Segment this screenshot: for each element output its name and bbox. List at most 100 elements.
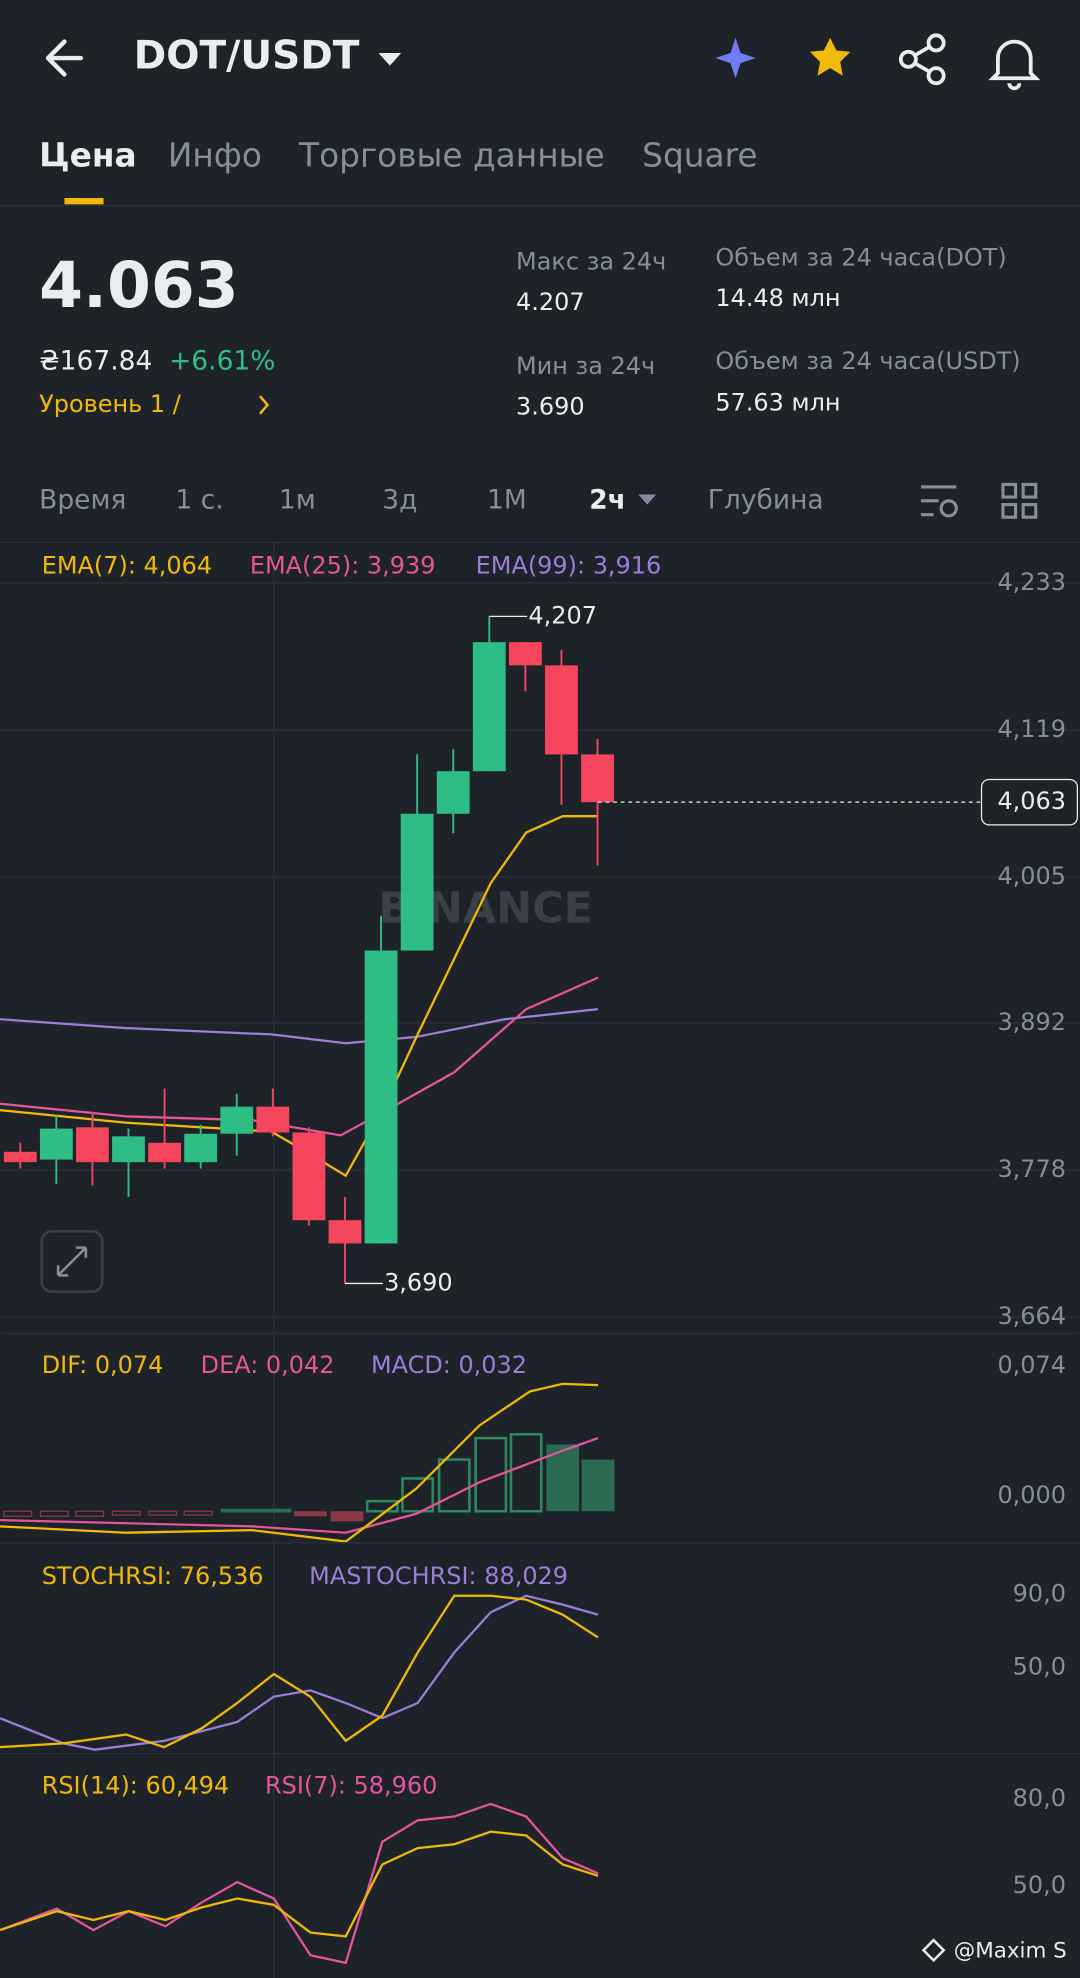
tab-indicator bbox=[64, 198, 104, 205]
candle-body bbox=[508, 642, 542, 666]
candle-body bbox=[581, 754, 614, 803]
ema25 bbox=[0, 976, 599, 1137]
candle-body bbox=[184, 1133, 218, 1163]
y-tick-label: 3,664 bbox=[997, 1302, 1066, 1330]
legend: DEA: 0,042 bbox=[201, 1351, 335, 1379]
legend: MACD: 0,032 bbox=[371, 1351, 527, 1379]
legend: MASTOCHRSI: 88,029 bbox=[309, 1562, 568, 1590]
stat-label: Мин за 24ч bbox=[516, 352, 655, 380]
candle-body bbox=[220, 1106, 254, 1134]
y-tick-label: 50,0 bbox=[1013, 1871, 1066, 1899]
stat-value: 14.48 млн bbox=[715, 284, 840, 312]
interval[interactable]: Глубина bbox=[708, 484, 824, 515]
interval-dropdown[interactable] bbox=[638, 494, 657, 505]
level[interactable]: Уровень 1 / bbox=[39, 390, 182, 418]
stat-label: Объем за 24 часа(USDT) bbox=[715, 347, 1020, 375]
candle-body bbox=[76, 1127, 109, 1163]
candle-body bbox=[400, 813, 434, 951]
candle-body bbox=[3, 1151, 37, 1163]
alert-icon[interactable] bbox=[988, 39, 1041, 91]
candle-body bbox=[436, 771, 470, 814]
legend: STOCHRSI: 76,536 bbox=[42, 1562, 264, 1590]
y-tick-label: 80,0 bbox=[1013, 1784, 1066, 1812]
macd-bar bbox=[294, 1511, 327, 1517]
interval[interactable]: 3д bbox=[382, 484, 417, 515]
candle-body bbox=[112, 1136, 145, 1163]
share-icon[interactable] bbox=[898, 33, 946, 86]
interval[interactable]: 1 с. bbox=[175, 484, 223, 515]
tab[interactable]: Инфо bbox=[168, 137, 262, 175]
stat-value: 3.690 bbox=[516, 392, 585, 420]
fullscreen-icon[interactable] bbox=[56, 1246, 88, 1277]
binance-logo bbox=[921, 1938, 946, 1963]
pair-title[interactable]: DOT/USDT bbox=[134, 34, 360, 79]
indicator-settings[interactable] bbox=[920, 485, 958, 518]
layout-icon[interactable] bbox=[1001, 482, 1038, 519]
candle-body bbox=[472, 642, 506, 772]
candle-body bbox=[292, 1132, 326, 1221]
candle-body bbox=[545, 665, 578, 755]
candle-body bbox=[364, 950, 398, 1244]
interval[interactable]: 1М bbox=[487, 484, 527, 515]
rsi7 bbox=[0, 1802, 599, 1965]
macd-bar bbox=[75, 1510, 105, 1517]
ema99 bbox=[0, 1008, 599, 1045]
interval[interactable]: 2ч bbox=[589, 484, 626, 515]
favorite-icon[interactable] bbox=[809, 37, 851, 76]
legend: RSI(7): 58,960 bbox=[265, 1771, 437, 1799]
rsi-lines bbox=[0, 1802, 599, 1965]
y-tick-label: 3,778 bbox=[997, 1155, 1066, 1183]
dif bbox=[0, 1382, 599, 1543]
macd-bar bbox=[581, 1459, 615, 1512]
candle-body bbox=[39, 1128, 73, 1160]
stat-label: Объем за 24 часа(DOT) bbox=[715, 244, 1006, 272]
y-tick-label: 3,892 bbox=[997, 1008, 1066, 1036]
dea bbox=[0, 1437, 599, 1534]
macd-bar bbox=[330, 1511, 364, 1522]
fullscreen-button[interactable] bbox=[40, 1229, 104, 1294]
current-price-label: 4,063 bbox=[997, 787, 1066, 815]
mastochrsi bbox=[0, 1594, 599, 1751]
macd-bar bbox=[111, 1510, 141, 1516]
pair-dropdown[interactable] bbox=[378, 52, 402, 66]
macd-bar bbox=[437, 1458, 471, 1513]
macd-bar bbox=[148, 1510, 178, 1516]
interval[interactable]: 1м bbox=[279, 484, 316, 515]
y-tick-label: 0,000 bbox=[997, 1481, 1066, 1509]
ai-icon[interactable] bbox=[715, 37, 756, 79]
y-tick-label: 0,074 bbox=[997, 1351, 1066, 1379]
last-price: 4.063 bbox=[39, 248, 238, 322]
macd-histogram bbox=[3, 1433, 615, 1522]
back-button[interactable] bbox=[45, 39, 84, 77]
legend: EMA(99): 3,916 bbox=[476, 551, 662, 579]
high-label: 4,207 bbox=[528, 601, 597, 629]
y-tick-label: 90,0 bbox=[1013, 1580, 1066, 1608]
stat-label: Макс за 24ч bbox=[516, 247, 666, 275]
low-label: 3,690 bbox=[384, 1268, 453, 1296]
current-price-box bbox=[980, 778, 1079, 826]
macd-lines bbox=[0, 1382, 599, 1543]
candle-body bbox=[256, 1106, 290, 1133]
price-change: +6.61% bbox=[169, 346, 275, 377]
tab[interactable]: Цена bbox=[39, 137, 136, 175]
macd-bar bbox=[39, 1510, 69, 1517]
macd-bar bbox=[509, 1433, 543, 1513]
tab[interactable]: Square bbox=[642, 137, 757, 175]
level-chevron[interactable] bbox=[258, 395, 270, 415]
interval[interactable]: Время bbox=[39, 484, 126, 515]
stochrsi bbox=[0, 1594, 599, 1749]
y-tick-label: 4,005 bbox=[997, 862, 1066, 890]
macd-bar bbox=[3, 1510, 33, 1517]
legend: RSI(14): 60,494 bbox=[42, 1771, 230, 1799]
macd-bar bbox=[401, 1477, 435, 1513]
y-tick-label: 4,233 bbox=[997, 568, 1066, 596]
tab[interactable]: Торговые данные bbox=[298, 137, 605, 175]
rsi14 bbox=[0, 1830, 599, 1938]
fiat-price: ₴167.84 bbox=[39, 346, 152, 377]
legend: EMA(7): 4,064 bbox=[42, 551, 212, 579]
stat-value: 4.207 bbox=[516, 288, 585, 316]
candle-body bbox=[148, 1142, 181, 1163]
